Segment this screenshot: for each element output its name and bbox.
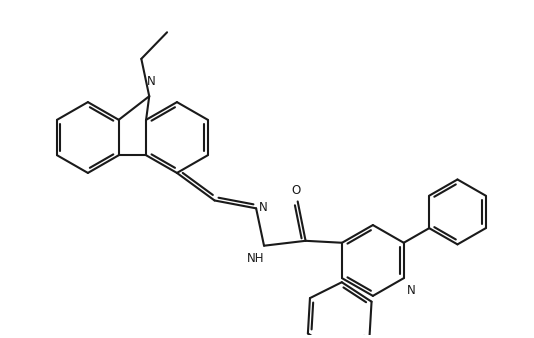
Text: N: N	[147, 75, 155, 88]
Text: N: N	[259, 201, 268, 214]
Text: NH: NH	[247, 251, 265, 265]
Text: N: N	[407, 284, 415, 297]
Text: O: O	[291, 184, 300, 196]
